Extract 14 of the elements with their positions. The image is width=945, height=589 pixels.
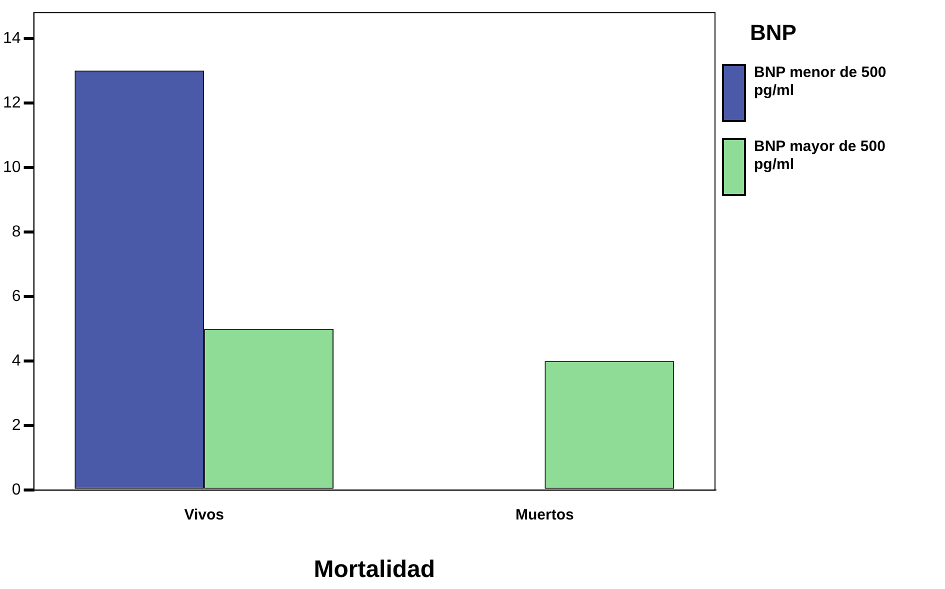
x-tick-label: Muertos [516,506,574,524]
text: BNP mayor de 500 pg/ml [754,138,886,174]
y-tick-label: 12 [3,94,21,112]
x-tick-label: Vivos [184,506,224,524]
y-tick-label: 8 [12,223,21,240]
y-tick-label: 14 [3,30,21,47]
y-tick-label: 0 [12,482,21,499]
y-tick-label: 10 [3,158,21,176]
y-tick-label: 2 [12,417,21,434]
y-tick-label: 4 [12,352,21,370]
legend-title: BNP [750,20,798,46]
y-tick-label: 6 [12,288,21,305]
x-axis-title: Mortalidad [314,556,436,584]
text: BNP menor de 500 pg/ml [754,64,888,100]
